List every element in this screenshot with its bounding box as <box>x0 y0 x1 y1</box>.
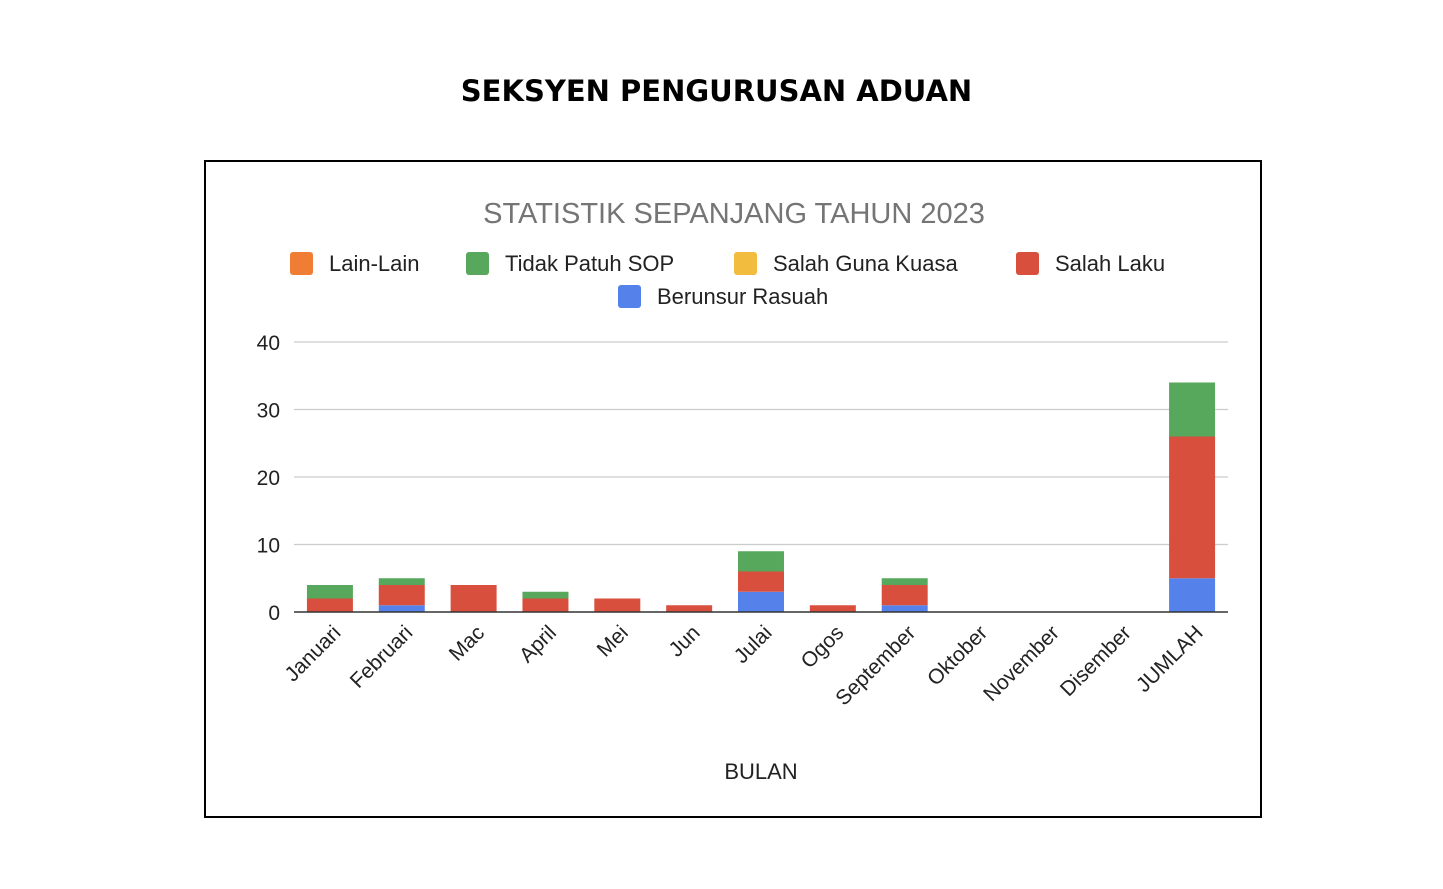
bar-februari-salah-laku <box>378 585 425 606</box>
x-tick-label-mac: Mac <box>445 621 489 665</box>
bar-mac-salah-laku <box>450 585 497 612</box>
x-tick-label-februari: Februari <box>346 621 418 693</box>
bar-jumlah-salah-laku <box>1169 436 1216 579</box>
chart-grid: 0 10 20 30 40 <box>257 332 1228 625</box>
chart-legend: Lain-Lain Tidak Patuh SOP Salah Guna Kuasa… <box>290 251 1165 309</box>
x-tick-label-oktober: Oktober <box>923 621 992 690</box>
legend-item-lain-lain: Lain-Lain <box>290 251 420 276</box>
legend-swatch-salah-guna-kuasa <box>734 252 757 275</box>
y-tick-label: 10 <box>257 535 280 558</box>
legend-item-salah-laku: Salah Laku <box>1016 251 1165 276</box>
bar-september-salah-laku <box>881 585 928 606</box>
bar-september-tidak-patuh-sop <box>881 578 928 585</box>
bar-januari-tidak-patuh-sop <box>306 585 353 599</box>
bar-julai-berunsur-rasuah <box>738 591 784 612</box>
legend-swatch-tidak-patuh-sop <box>466 252 489 275</box>
x-tick-label-april: April <box>515 621 561 667</box>
legend-swatch-berunsur-rasuah <box>618 285 641 308</box>
y-tick-label: 40 <box>257 332 280 355</box>
x-tick-label-disember: Disember <box>1056 621 1136 701</box>
chart-title: STATISTIK SEPANJANG TAHUN 2023 <box>483 198 985 230</box>
stacked-bar-chart: STATISTIK SEPANJANG TAHUN 2023 Lain-Lain… <box>257 198 1228 784</box>
bar-ogos-salah-laku <box>809 605 856 612</box>
x-tick-label-jun: Jun <box>664 621 704 661</box>
x-tick-label-ogos: Ogos <box>797 621 849 673</box>
legend-item-berunsur-rasuah: Berunsur Rasuah <box>618 284 828 309</box>
bar-mei-salah-laku <box>594 598 641 612</box>
bar-april-tidak-patuh-sop <box>522 591 569 599</box>
bar-jumlah-berunsur-rasuah <box>1169 578 1216 612</box>
y-tick-label: 20 <box>257 467 280 490</box>
x-axis-labels: Januari Februari Mac April Mei Jun Julai OgosSe… <box>280 621 1207 710</box>
x-axis-title: BULAN <box>724 759 797 784</box>
bar-januari-salah-laku <box>306 598 353 612</box>
bar-julai-salah-laku <box>738 571 784 592</box>
legend-label-salah-guna-kuasa: Salah Guna Kuasa <box>773 251 958 276</box>
bar-april-salah-laku <box>522 598 569 612</box>
legend-label-berunsur-rasuah: Berunsur Rasuah <box>657 284 828 309</box>
bar-julai-tidak-patuh-sop <box>738 551 784 572</box>
x-tick-label-jumlah: JUMLAH <box>1132 621 1208 697</box>
bar-september-berunsur-rasuah <box>881 605 928 612</box>
legend-swatch-lain-lain <box>290 252 313 275</box>
y-tick-label: 30 <box>257 400 280 423</box>
legend-item-tidak-patuh-sop: Tidak Patuh SOP <box>466 251 674 276</box>
page-title: SEKSYEN PENGURUSAN ADUAN <box>460 74 973 108</box>
bar-jumlah-tidak-patuh-sop <box>1169 382 1216 437</box>
x-tick-label-november: November <box>979 621 1064 706</box>
x-tick-label-mei: Mei <box>593 621 633 661</box>
legend-item-salah-guna-kuasa: Salah Guna Kuasa <box>734 251 958 276</box>
x-tick-label-januari: Januari <box>280 621 345 686</box>
legend-swatch-salah-laku <box>1016 252 1039 275</box>
chart-frame: STATISTIK SEPANJANG TAHUN 2023 Lain-Lain… <box>204 160 1262 818</box>
legend-label-tidak-patuh-sop: Tidak Patuh SOP <box>505 251 674 276</box>
x-tick-label-julai: Julai <box>730 621 777 668</box>
bar-februari-tidak-patuh-sop <box>378 578 425 585</box>
legend-label-lain-lain: Lain-Lain <box>329 251 420 276</box>
chart-bars <box>306 382 1216 612</box>
legend-label-salah-laku: Salah Laku <box>1055 251 1165 276</box>
bar-jun-salah-laku <box>666 605 713 612</box>
bar-februari-berunsur-rasuah <box>378 605 425 612</box>
y-tick-label: 0 <box>268 602 280 625</box>
